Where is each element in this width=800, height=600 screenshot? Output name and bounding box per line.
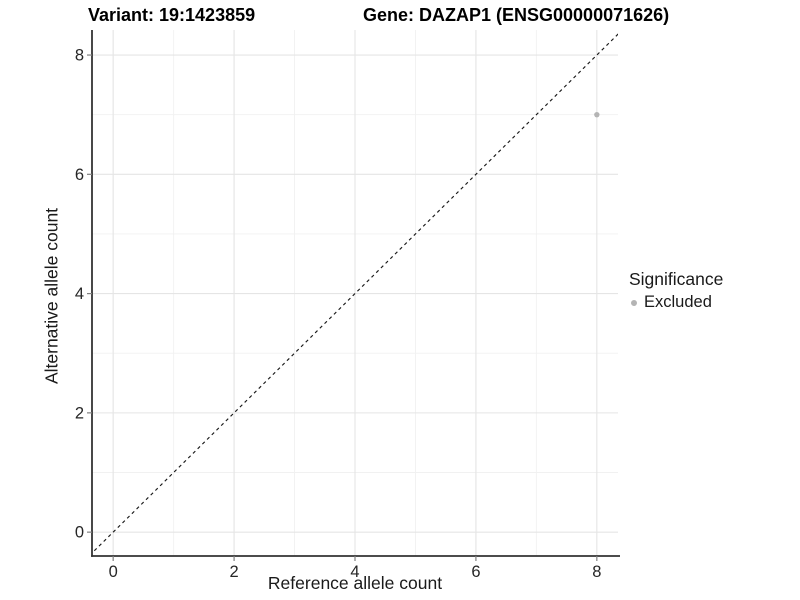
x-tick-label: 2 (229, 563, 238, 581)
y-tick-label: 4 (75, 285, 84, 303)
y-tick-label: 6 (75, 166, 84, 184)
identity-dashed-line (92, 33, 618, 554)
data-point (594, 111, 600, 118)
x-tick-label: 4 (350, 563, 359, 581)
legend: Significance Excluded (629, 269, 723, 312)
y-axis-label: Alternative allele count (41, 207, 62, 385)
x-tick-label: 6 (471, 563, 480, 581)
y-tick-label: 0 (75, 524, 84, 542)
y-tick-label: 2 (75, 404, 84, 422)
plot-title-gene: Gene: DAZAP1 (ENSG00000071626) (363, 5, 670, 25)
excluded-point-swatch-icon (631, 299, 637, 306)
legend-item-label: Excluded (644, 293, 712, 311)
plot-title-variant: Variant: 19:1423859 (88, 5, 256, 25)
y-tick-label: 8 (75, 47, 84, 65)
x-tick-label: 8 (592, 563, 601, 581)
x-axis-label: Reference allele count (267, 573, 443, 593)
legend-item-excluded: Excluded (629, 293, 723, 312)
legend-title: Significance (629, 269, 724, 289)
x-tick-label: 0 (109, 563, 118, 581)
